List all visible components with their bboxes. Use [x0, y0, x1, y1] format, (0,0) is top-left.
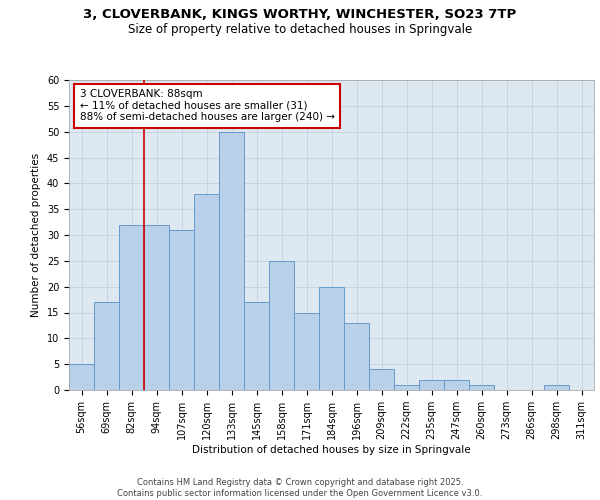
Text: Contains HM Land Registry data © Crown copyright and database right 2025.
Contai: Contains HM Land Registry data © Crown c…	[118, 478, 482, 498]
Bar	[94, 302, 119, 390]
Bar	[369, 370, 394, 390]
Text: 3 CLOVERBANK: 88sqm
← 11% of detached houses are smaller (31)
88% of semi-detach: 3 CLOVERBANK: 88sqm ← 11% of detached ho…	[79, 90, 335, 122]
Bar	[169, 230, 194, 390]
Bar	[219, 132, 244, 390]
Bar	[244, 302, 269, 390]
Bar	[194, 194, 219, 390]
Bar	[319, 286, 344, 390]
Bar	[119, 224, 144, 390]
Bar	[544, 385, 569, 390]
Y-axis label: Number of detached properties: Number of detached properties	[31, 153, 41, 317]
Bar	[469, 385, 494, 390]
Bar	[294, 312, 319, 390]
Bar	[69, 364, 94, 390]
Bar	[444, 380, 469, 390]
Bar	[419, 380, 444, 390]
Text: Size of property relative to detached houses in Springvale: Size of property relative to detached ho…	[128, 22, 472, 36]
Bar	[394, 385, 419, 390]
X-axis label: Distribution of detached houses by size in Springvale: Distribution of detached houses by size …	[192, 445, 471, 455]
Bar	[269, 261, 294, 390]
Text: 3, CLOVERBANK, KINGS WORTHY, WINCHESTER, SO23 7TP: 3, CLOVERBANK, KINGS WORTHY, WINCHESTER,…	[83, 8, 517, 20]
Bar	[144, 224, 169, 390]
Bar	[344, 323, 369, 390]
